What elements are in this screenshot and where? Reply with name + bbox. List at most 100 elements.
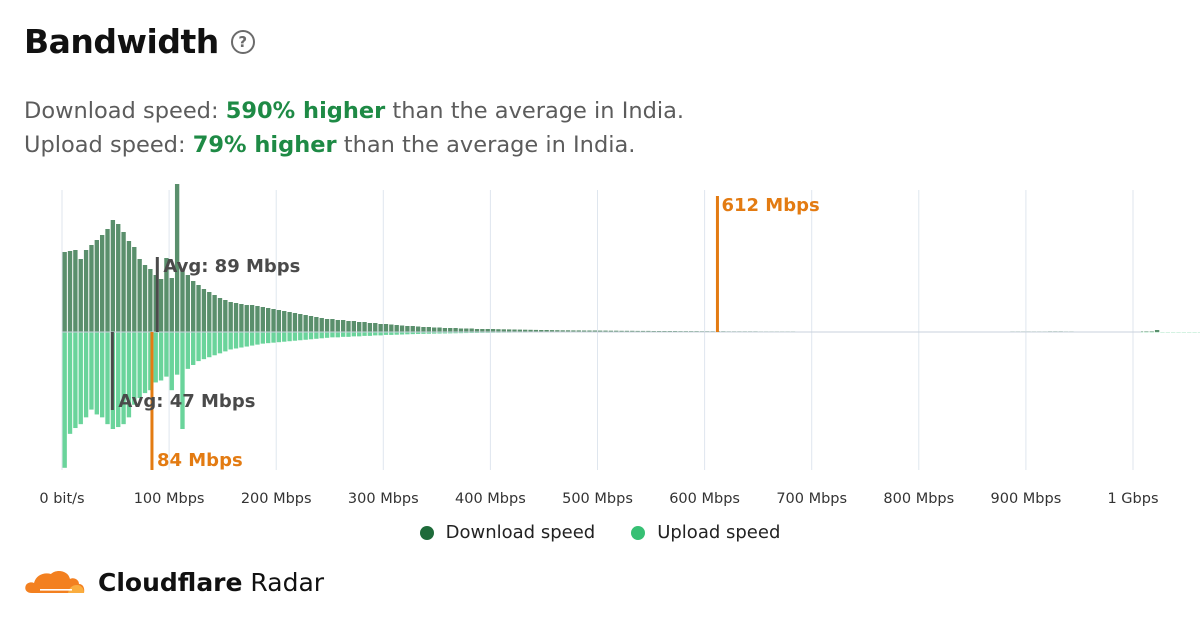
download-bar (539, 330, 544, 332)
upload-bar (464, 332, 469, 334)
upload-bar (389, 332, 394, 335)
help-icon[interactable]: ? (230, 29, 255, 54)
download-bar (453, 328, 458, 332)
brand-name-regular: Radar (242, 567, 325, 597)
download-user-label: 612 Mbps (721, 195, 819, 216)
upload-bar (158, 332, 164, 381)
download-bar (78, 259, 83, 332)
download-bar (142, 265, 148, 332)
download-bar (431, 327, 437, 332)
download-bar (399, 325, 405, 332)
download-bar (287, 312, 292, 332)
upload-bar (458, 332, 464, 334)
download-bar (335, 320, 340, 332)
download-bar (276, 310, 282, 332)
download-average-label: Avg: 89 Mbps (163, 256, 300, 277)
download-bar (560, 330, 565, 332)
upload-bar (437, 332, 442, 334)
download-bar (260, 307, 265, 332)
download-bar (603, 330, 608, 332)
upload-summary: Upload speed: 79% higher than the averag… (24, 128, 684, 162)
speed-summary: Download speed: 590% higher than the ave… (24, 94, 684, 162)
download-bar (592, 330, 597, 332)
download-bar (635, 330, 640, 332)
upload-bar (415, 332, 421, 334)
upload-bar (83, 332, 89, 418)
download-bar (405, 326, 410, 332)
download-bar (330, 319, 335, 332)
download-bar (116, 224, 121, 332)
upload-bar (292, 332, 298, 341)
upload-bar (105, 332, 110, 425)
download-bar (153, 275, 158, 332)
upload-bar (239, 332, 244, 348)
upload-bar (228, 332, 233, 350)
upload-bar (207, 332, 212, 358)
title-row: Bandwidth ? (24, 22, 255, 61)
upload-bar (94, 332, 99, 415)
upload-bar (73, 332, 78, 429)
brand: Cloudflare Radar (24, 566, 324, 598)
upload-summary-suffix: than the average in India. (336, 132, 636, 158)
upload-bar (405, 332, 410, 335)
upload-bar (453, 332, 458, 334)
download-bar (448, 328, 453, 332)
download-bar (351, 321, 357, 332)
x-tick-label: 900 Mbps (991, 491, 1062, 507)
upload-bar (298, 332, 303, 341)
legend-item-download[interactable]: Download speed (419, 522, 596, 543)
download-bar (255, 306, 260, 332)
download-bar (239, 304, 244, 332)
download-bar (383, 324, 389, 332)
download-bar (373, 323, 378, 332)
download-bar (528, 329, 533, 332)
download-bar (265, 308, 271, 332)
upload-summary-prefix: Upload speed: (24, 132, 193, 158)
upload-bar (126, 332, 132, 418)
download-summary-suffix: than the average in India. (385, 98, 685, 124)
download-bar (394, 325, 399, 332)
download-bar (223, 300, 228, 332)
download-bar (501, 329, 506, 332)
download-bar (196, 285, 201, 332)
download-bar (148, 269, 153, 332)
upload-bar (62, 332, 67, 468)
download-bar (99, 235, 105, 332)
upload-bar (196, 332, 201, 362)
download-bar (185, 275, 191, 332)
upload-bar (67, 332, 73, 434)
download-bar (67, 251, 73, 332)
upload-bar (212, 332, 217, 356)
upload-bar (223, 332, 228, 352)
upload-bar (153, 332, 158, 383)
download-bar (426, 327, 431, 332)
download-bar (292, 313, 298, 332)
upload-bar (442, 332, 448, 334)
upload-bar (169, 332, 174, 391)
download-bar (217, 298, 223, 332)
download-bar (191, 281, 196, 332)
download-bar (442, 328, 448, 332)
legend-item-upload[interactable]: Upload speed (631, 522, 780, 543)
download-bar (105, 229, 110, 332)
download-bar (110, 220, 116, 332)
legend-download-label: Download speed (445, 522, 596, 543)
x-tick-label: 1 Gbps (1107, 491, 1158, 507)
upload-bar (287, 332, 292, 342)
download-bar (137, 259, 142, 332)
upload-bar (116, 332, 121, 428)
download-bar (469, 328, 474, 332)
upload-bar (185, 332, 191, 369)
upload-bar (319, 332, 324, 339)
upload-bar (180, 332, 185, 429)
x-tick-label: 400 Mbps (455, 491, 526, 507)
download-bar (169, 278, 174, 332)
download-bar (362, 322, 367, 332)
upload-bar (249, 332, 255, 346)
download-bar (1144, 331, 1149, 332)
download-bar (415, 326, 421, 332)
download-bar (298, 314, 303, 332)
download-bar (576, 330, 581, 332)
x-tick-label: 500 Mbps (562, 491, 633, 507)
download-bar (62, 252, 67, 332)
